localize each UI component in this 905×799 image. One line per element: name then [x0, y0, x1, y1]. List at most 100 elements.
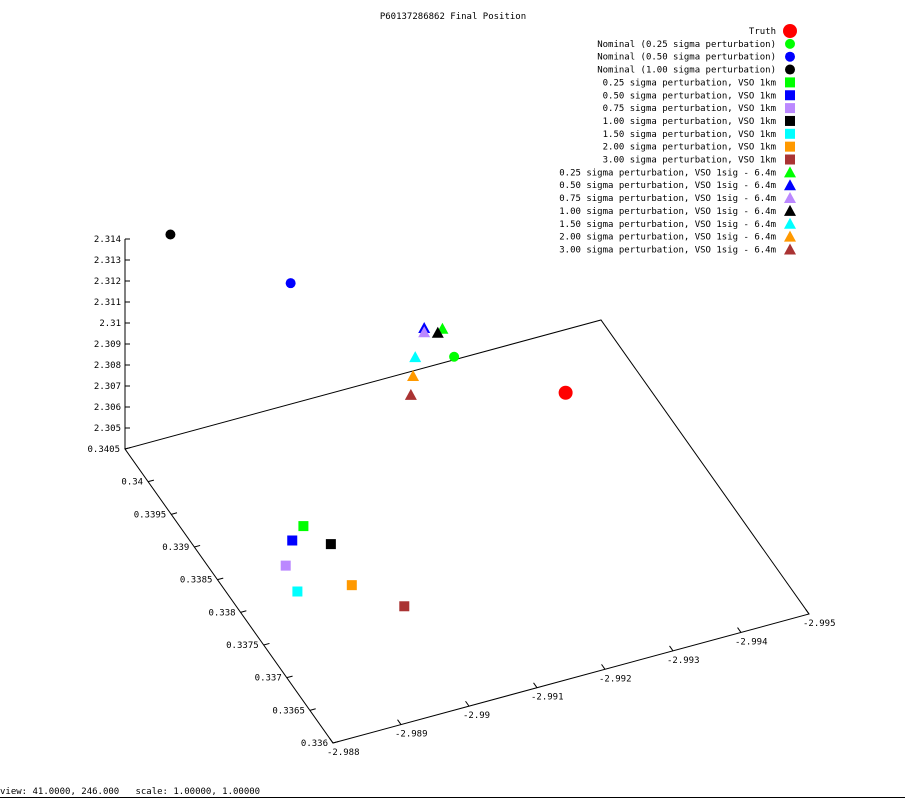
- base-box-outline: [124, 319, 810, 744]
- legend-marker: [785, 38, 795, 49]
- legend-label: 0.25 sigma perturbation, VSO 1km: [603, 78, 776, 88]
- legend-label: Nominal (1.00 sigma perturbation): [597, 66, 776, 76]
- data-point: [285, 278, 296, 289]
- legend-label: 0.50 sigma perturbation, VSO 1km: [603, 91, 776, 101]
- legend-marker: [785, 51, 795, 62]
- data-point: [325, 539, 336, 550]
- x-axis-tick: [533, 682, 538, 689]
- y-axis: 0.336 0.3365 0.337 0.3375 0.338 0.3385 0.339 0.…: [87, 445, 339, 749]
- y-axis-tick: [332, 740, 339, 744]
- y-axis-tick-label: 0.34: [121, 478, 143, 488]
- x-axis-tick-label: -2.993: [667, 656, 700, 666]
- x-axis-tick: [669, 645, 674, 652]
- x-axis-tick: [737, 627, 742, 633]
- data-point: [449, 351, 460, 362]
- legend-marker: [785, 64, 795, 75]
- data-point: [298, 521, 309, 532]
- legend-label: 3.00 sigma perturbation, VSO 1sig - 6.4m: [559, 245, 776, 255]
- z-axis-tick-label: 2.307: [94, 382, 121, 392]
- legend-marker: [784, 179, 796, 191]
- x-axis-tick-label: -2.994: [735, 637, 768, 647]
- legend-marker: [785, 90, 795, 101]
- legend-marker: [784, 192, 796, 204]
- y-axis-tick: [309, 708, 316, 711]
- legend: Truth Nominal (0.25 sigma perturbation) No…: [559, 24, 797, 255]
- legend-marker: [785, 115, 795, 126]
- y-axis-tick: [240, 610, 247, 613]
- legend-label: Truth: [749, 27, 776, 37]
- data-point: [165, 229, 176, 240]
- y-axis-tick-label: 0.3375: [226, 641, 259, 651]
- y-axis-tick-label: 0.3385: [180, 576, 213, 586]
- x-axis-tick: [397, 719, 402, 725]
- legend-label: 0.75 sigma perturbation, VSO 1sig - 6.4m: [559, 194, 776, 204]
- x-axis-tick: [329, 737, 334, 744]
- y-axis-tick: [171, 512, 178, 515]
- legend-label: Nominal (0.25 sigma perturbation): [597, 40, 776, 50]
- data-point: [558, 385, 573, 400]
- legend-marker: [785, 128, 795, 139]
- x-axis-tick-label: -2.988: [327, 748, 360, 758]
- z-axis-tick-label: 2.314: [94, 235, 121, 245]
- x-axis-tick-label: -2.991: [531, 693, 564, 703]
- z-axis-tick-label: 2.305: [94, 424, 121, 434]
- legend-marker: [785, 154, 795, 165]
- legend-marker: [784, 217, 796, 229]
- legend-label: 2.00 sigma perturbation, VSO 1sig - 6.4m: [559, 233, 776, 243]
- legend-label: 0.25 sigma perturbation, VSO 1sig - 6.4m: [559, 168, 776, 178]
- legend-label: 1.50 sigma perturbation, VSO 1sig - 6.4m: [559, 220, 776, 230]
- y-axis-tick: [263, 642, 270, 646]
- z-axis-tick-label: 2.312: [94, 277, 121, 287]
- data-point: [287, 535, 298, 546]
- data-point: [280, 560, 291, 571]
- z-axis-tick-label: 2.31: [99, 319, 121, 329]
- data-point: [418, 326, 431, 338]
- z-axis-tick-label: 2.311: [94, 298, 121, 308]
- y-axis-tick-label: 0.338: [208, 608, 235, 618]
- legend-label: 1.50 sigma perturbation, VSO 1km: [603, 130, 776, 140]
- status-bar-divider: [0, 797, 905, 798]
- x-axis-tick: [805, 608, 810, 615]
- x-axis-tick-label: -2.99: [463, 711, 490, 721]
- data-point: [407, 370, 420, 382]
- chart-title: P60137286862 Final Position: [380, 12, 526, 22]
- x-axis-tick-label: -2.995: [803, 619, 836, 629]
- y-axis-tick: [147, 479, 155, 483]
- data-point: [399, 601, 410, 612]
- y-axis-tick-label: 0.3365: [272, 706, 305, 716]
- z-axis-tick-label: 2.309: [94, 340, 121, 350]
- legend-label: 1.00 sigma perturbation, VSO 1km: [603, 117, 776, 127]
- z-axis-tick-label: 2.313: [94, 256, 121, 266]
- data-points: [165, 229, 573, 612]
- plot-base-box: [124, 319, 810, 744]
- legend-marker: [785, 77, 795, 88]
- legend-label: Nominal (0.50 sigma perturbation): [597, 53, 776, 63]
- z-axis-tick-label: 2.306: [94, 403, 121, 413]
- status-bar-view-scale: view: 41.0000, 246.000 scale: 1.00000, 1…: [0, 787, 261, 797]
- data-point: [346, 580, 357, 591]
- legend-label: 3.00 sigma perturbation, VSO 1km: [603, 156, 776, 166]
- z-axis-tick-label: 2.308: [94, 361, 121, 371]
- y-axis-tick: [124, 446, 131, 450]
- x-axis: -2.988 -2.989 -2.99 -2.991 -2.992 -2.993 -2.99…: [327, 608, 836, 758]
- legend-label: 2.00 sigma perturbation, VSO 1km: [603, 143, 776, 153]
- legend-label: 1.00 sigma perturbation, VSO 1sig - 6.4m: [559, 207, 776, 217]
- data-point: [431, 326, 444, 338]
- legend-marker: [784, 204, 796, 216]
- y-axis-tick-label: 0.337: [255, 674, 282, 684]
- data-point: [292, 586, 303, 597]
- data-point: [409, 351, 422, 363]
- legend-marker: [784, 166, 796, 178]
- legend-marker: [785, 103, 795, 114]
- legend-marker: [783, 24, 797, 38]
- x-axis-tick-label: -2.992: [599, 674, 632, 684]
- y-axis-tick: [286, 675, 293, 679]
- z-axis: 2.305 2.306 2.307 2.308 2.309 2.31 2.311 2.312 2…: [94, 235, 130, 449]
- y-axis-tick-label: 0.336: [301, 739, 328, 749]
- y-axis-tick-label: 0.339: [162, 543, 189, 553]
- legend-label: 0.50 sigma perturbation, VSO 1sig - 6.4m: [559, 181, 776, 191]
- legend-marker: [784, 230, 796, 242]
- y-axis-tick-label: 0.3395: [134, 510, 167, 520]
- y-axis-tick: [194, 544, 201, 548]
